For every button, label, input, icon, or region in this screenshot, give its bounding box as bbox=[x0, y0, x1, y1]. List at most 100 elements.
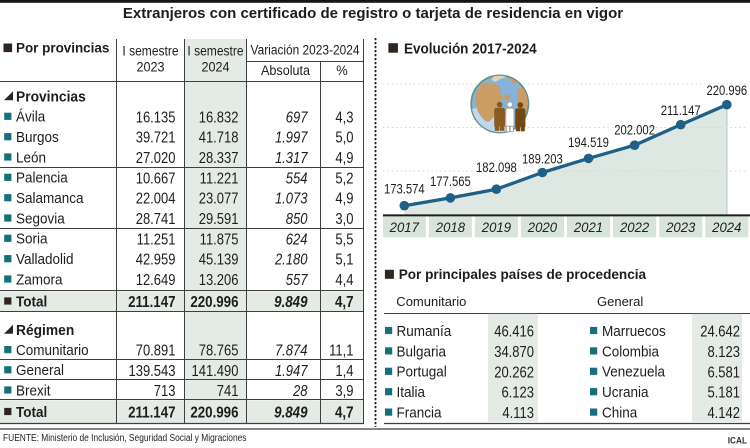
svg-text:13.206: 13.206 bbox=[199, 272, 239, 289]
svg-text:2017: 2017 bbox=[389, 220, 420, 235]
svg-text:28: 28 bbox=[292, 383, 307, 400]
svg-text:1.997: 1.997 bbox=[275, 130, 308, 147]
svg-text:Comunitario: Comunitario bbox=[16, 342, 89, 359]
svg-text:177.565: 177.565 bbox=[430, 174, 471, 189]
svg-text:5,0: 5,0 bbox=[335, 130, 353, 147]
svg-text:211.147: 211.147 bbox=[128, 405, 175, 422]
svg-text:FUENTE: Ministerio de Inclusió: FUENTE: Ministerio de Inclusión, Segurid… bbox=[3, 432, 247, 444]
svg-text:20.262: 20.262 bbox=[494, 364, 534, 381]
svg-text:11.221: 11.221 bbox=[200, 170, 239, 187]
svg-text:11,1: 11,1 bbox=[329, 343, 353, 360]
svg-text:Zamora: Zamora bbox=[16, 272, 63, 289]
svg-text:202.002: 202.002 bbox=[614, 122, 655, 137]
svg-text:Rumanía: Rumanía bbox=[397, 323, 452, 340]
svg-text:70.891: 70.891 bbox=[136, 343, 176, 360]
svg-text:Evolución 2017-2024: Evolución 2017-2024 bbox=[404, 41, 537, 58]
svg-text:%: % bbox=[336, 63, 347, 79]
svg-text:2024: 2024 bbox=[711, 220, 742, 235]
svg-text:16.832: 16.832 bbox=[199, 109, 239, 126]
svg-text:211.147: 211.147 bbox=[128, 294, 175, 311]
svg-text:I semestre: I semestre bbox=[187, 43, 243, 59]
svg-text:ICAL: ICAL bbox=[728, 435, 748, 446]
svg-text:9.849: 9.849 bbox=[274, 405, 307, 422]
svg-text:4,9: 4,9 bbox=[335, 191, 353, 208]
svg-text:139.543: 139.543 bbox=[128, 363, 175, 380]
svg-text:27.020: 27.020 bbox=[136, 150, 176, 167]
svg-text:141.490: 141.490 bbox=[191, 363, 238, 380]
svg-text:Por provincias: Por provincias bbox=[16, 40, 110, 55]
svg-text:Total: Total bbox=[16, 404, 47, 421]
svg-text:10.667: 10.667 bbox=[136, 170, 176, 187]
svg-text:220.996: 220.996 bbox=[190, 405, 238, 422]
svg-text:4.142: 4.142 bbox=[707, 405, 740, 422]
svg-text:22.004: 22.004 bbox=[136, 191, 176, 208]
svg-text:29.591: 29.591 bbox=[199, 211, 239, 228]
svg-text:45.139: 45.139 bbox=[199, 252, 239, 269]
svg-text:Comunitario: Comunitario bbox=[396, 294, 466, 309]
svg-text:Ucrania: Ucrania bbox=[602, 384, 649, 401]
svg-text:11.251: 11.251 bbox=[137, 231, 176, 248]
svg-text:General: General bbox=[16, 363, 64, 380]
svg-text:Provincias: Provincias bbox=[16, 89, 86, 106]
svg-text:2021: 2021 bbox=[573, 220, 603, 235]
svg-text:Bulgaria: Bulgaria bbox=[397, 344, 447, 361]
svg-text:4,7: 4,7 bbox=[335, 294, 354, 311]
svg-text:Extranjeros con certificado de: Extranjeros con certificado de registro … bbox=[123, 5, 623, 22]
svg-text:12.649: 12.649 bbox=[136, 272, 176, 289]
svg-text:16.135: 16.135 bbox=[136, 109, 176, 126]
svg-text:2020: 2020 bbox=[527, 220, 558, 235]
svg-text:9.849: 9.849 bbox=[274, 294, 307, 311]
svg-text:8.123: 8.123 bbox=[707, 344, 740, 361]
svg-text:3,9: 3,9 bbox=[335, 383, 353, 400]
svg-text:Ávila: Ávila bbox=[16, 108, 45, 126]
svg-text:Por principales países de proc: Por principales países de procedencia bbox=[399, 267, 647, 282]
svg-text:697: 697 bbox=[286, 109, 309, 126]
svg-text:41.718: 41.718 bbox=[199, 130, 239, 147]
svg-text:Venezuela: Venezuela bbox=[602, 364, 665, 381]
svg-text:1,4: 1,4 bbox=[335, 363, 353, 380]
svg-text:5,2: 5,2 bbox=[335, 170, 353, 187]
svg-text:2023: 2023 bbox=[665, 220, 696, 235]
svg-text:General: General bbox=[597, 294, 643, 309]
svg-text:2023: 2023 bbox=[137, 59, 165, 75]
svg-text:220.996: 220.996 bbox=[706, 83, 747, 98]
svg-text:2018: 2018 bbox=[435, 220, 466, 235]
svg-text:Portugal: Portugal bbox=[397, 364, 447, 381]
svg-text:Variación 2023-2024: Variación 2023-2024 bbox=[251, 42, 360, 58]
svg-text:6.123: 6.123 bbox=[501, 385, 534, 402]
svg-text:1.317: 1.317 bbox=[275, 150, 308, 167]
svg-text:2024: 2024 bbox=[202, 59, 230, 75]
svg-text:624: 624 bbox=[286, 231, 308, 248]
svg-text:11.875: 11.875 bbox=[200, 231, 239, 248]
svg-text:Absoluta: Absoluta bbox=[261, 62, 311, 78]
svg-text:28.741: 28.741 bbox=[136, 211, 176, 228]
svg-text:1.073: 1.073 bbox=[275, 191, 308, 208]
svg-text:Burgos: Burgos bbox=[16, 129, 59, 146]
svg-text:4.113: 4.113 bbox=[502, 405, 534, 422]
svg-text:Brexit: Brexit bbox=[16, 383, 50, 400]
svg-text:850: 850 bbox=[286, 211, 308, 228]
svg-text:7.874: 7.874 bbox=[275, 343, 308, 360]
svg-text:Salamanca: Salamanca bbox=[16, 190, 84, 207]
svg-text:4,7: 4,7 bbox=[335, 405, 354, 422]
svg-text:León: León bbox=[16, 150, 46, 167]
svg-text:5.181: 5.181 bbox=[707, 385, 740, 402]
svg-text:24.642: 24.642 bbox=[700, 324, 740, 341]
svg-text:220.996: 220.996 bbox=[190, 294, 238, 311]
svg-text:4,4: 4,4 bbox=[335, 272, 353, 289]
svg-text:2.180: 2.180 bbox=[274, 252, 307, 269]
svg-text:211.147: 211.147 bbox=[661, 103, 701, 118]
svg-text:42.959: 42.959 bbox=[136, 252, 176, 269]
svg-text:189.203: 189.203 bbox=[522, 151, 563, 166]
svg-text:Francia: Francia bbox=[397, 405, 442, 422]
svg-text:Régimen: Régimen bbox=[16, 322, 74, 339]
svg-text:2022: 2022 bbox=[619, 220, 650, 235]
svg-text:713: 713 bbox=[154, 383, 176, 400]
svg-text:4,9: 4,9 bbox=[335, 150, 353, 167]
svg-text:Valladolid: Valladolid bbox=[16, 251, 73, 268]
svg-text:741: 741 bbox=[217, 383, 239, 400]
svg-text:1.947: 1.947 bbox=[275, 363, 308, 380]
svg-text:557: 557 bbox=[286, 272, 309, 289]
svg-text:34.870: 34.870 bbox=[494, 344, 534, 361]
svg-text:194.519: 194.519 bbox=[568, 135, 609, 150]
